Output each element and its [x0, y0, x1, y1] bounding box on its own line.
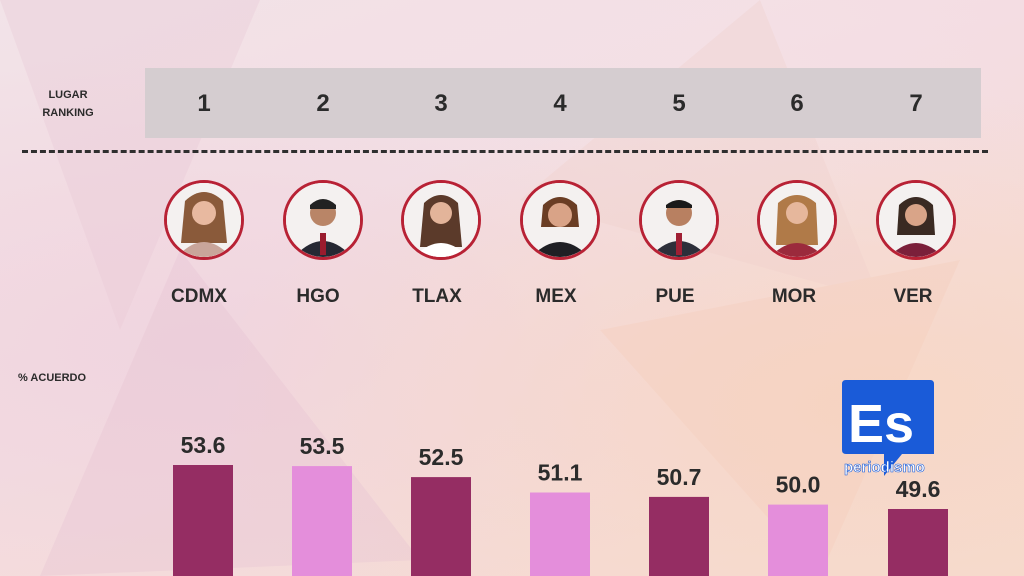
value-label-mor: 50.0: [776, 472, 821, 498]
bar-tlax: [411, 477, 471, 576]
avatar-tlax: [401, 180, 481, 260]
state-label-pue: PUE: [655, 286, 695, 307]
rank-number-4: 4: [553, 90, 567, 117]
bar-ver: [888, 509, 948, 576]
rank-label-line2: RANKING: [42, 107, 94, 119]
metric-label: % ACUERDO: [18, 372, 87, 384]
state-label-cdmx: CDMX: [171, 286, 227, 307]
avatar-cdmx: [164, 180, 244, 260]
logo-sub-text: periodismo: [844, 459, 925, 476]
value-label-hgo: 53.5: [300, 433, 345, 459]
avatar-hgo: [283, 180, 363, 260]
rank-number-1: 1: [197, 90, 211, 117]
value-label-cdmx: 53.6: [181, 432, 226, 458]
state-label-mex: MEX: [535, 286, 577, 307]
dashed-divider: [22, 150, 988, 153]
rank-number-2: 2: [316, 90, 330, 117]
value-label-ver: 49.6: [896, 476, 941, 502]
rank-label-line1: LUGAR: [48, 89, 88, 101]
state-label-ver: VER: [893, 286, 933, 307]
bar-hgo: [292, 466, 352, 576]
bar-mor: [768, 504, 828, 576]
logo-main-text: Es: [848, 394, 914, 454]
rank-number-3: 3: [434, 90, 448, 117]
avatar-mor: [757, 180, 837, 260]
avatar-pue: [639, 180, 719, 260]
ranking-header-band: [145, 68, 981, 138]
bar-mex: [530, 492, 590, 576]
rank-number-7: 7: [909, 90, 923, 117]
state-label-hgo: HGO: [296, 286, 340, 307]
avatar-mex: [520, 180, 600, 260]
value-label-mex: 51.1: [538, 460, 583, 486]
state-label-mor: MOR: [771, 286, 817, 307]
avatar-ver: [876, 180, 956, 260]
rank-number-6: 6: [790, 90, 804, 117]
value-label-pue: 50.7: [657, 464, 702, 490]
value-label-tlax: 52.5: [419, 444, 464, 470]
bar-pue: [649, 496, 709, 576]
bar-cdmx: [173, 465, 233, 576]
es-periodismo-logo: Es periodismo: [842, 380, 934, 476]
ranking-header-label: LUGAR RANKING: [38, 86, 98, 122]
rank-number-5: 5: [672, 90, 686, 117]
state-label-tlax: TLAX: [412, 286, 462, 307]
